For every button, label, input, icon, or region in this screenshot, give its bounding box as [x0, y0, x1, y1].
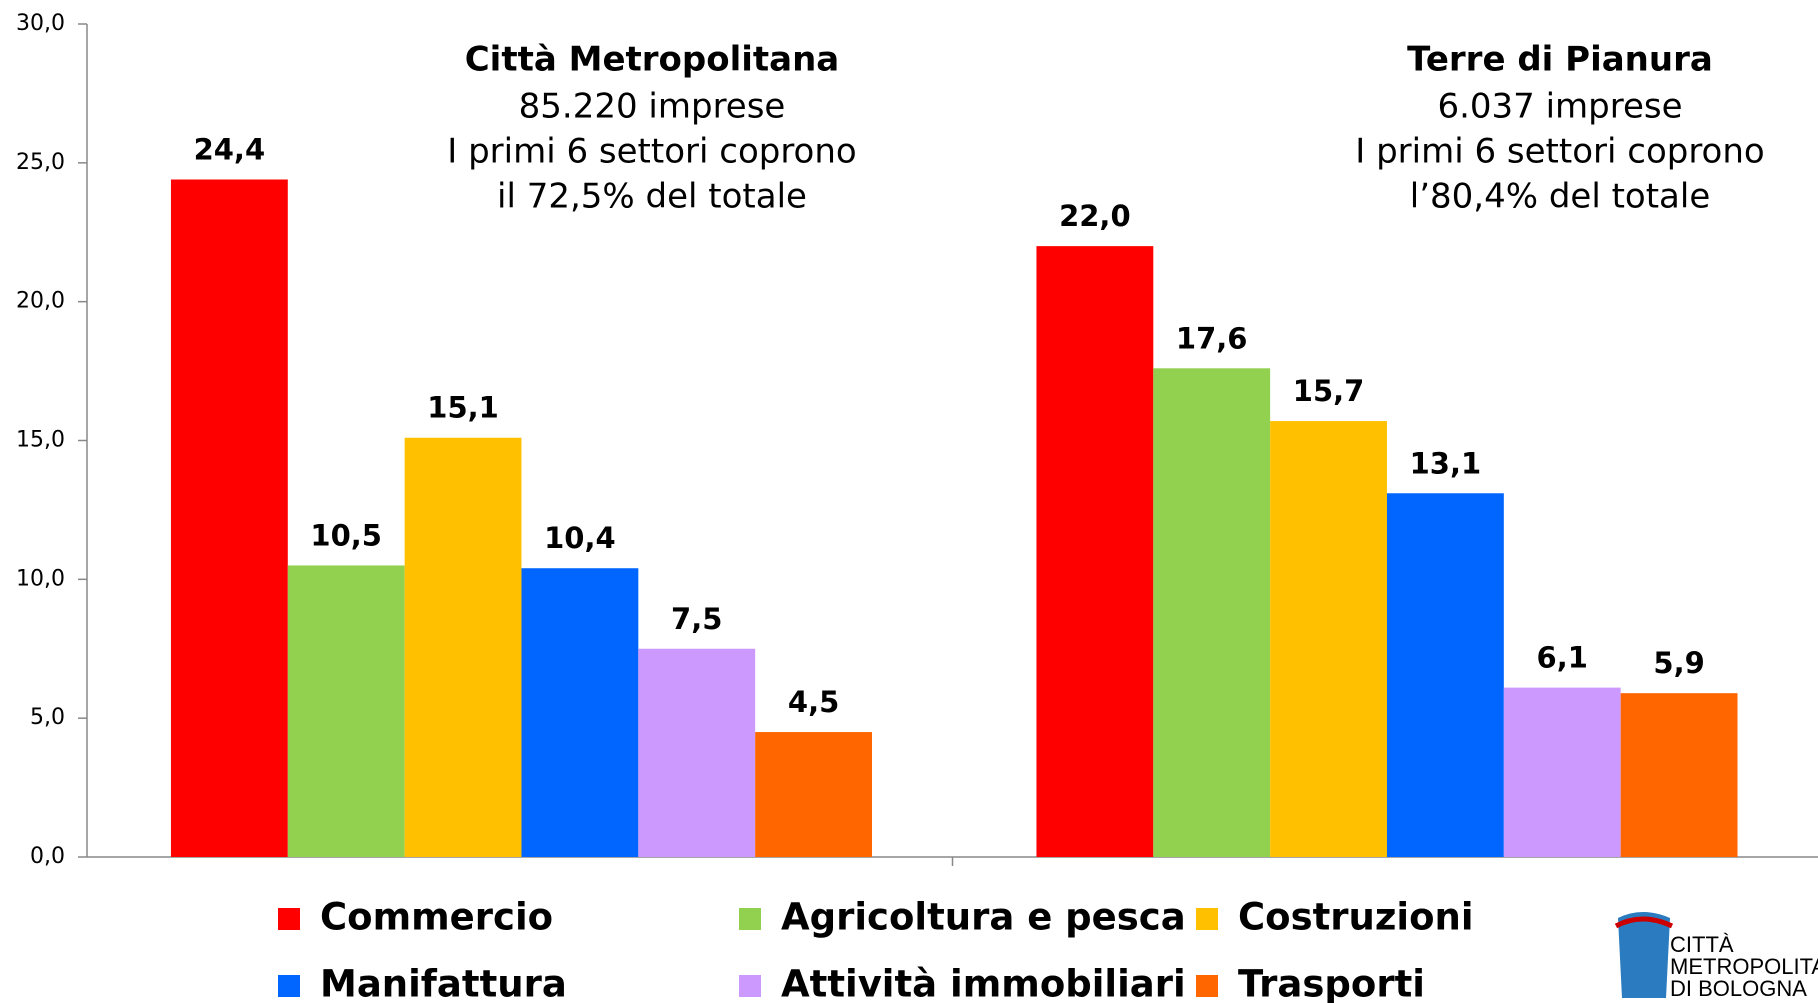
- legend-swatch: [278, 975, 300, 997]
- bar: [1503, 687, 1621, 857]
- y-tick-label: 10,0: [16, 566, 65, 591]
- bar: [404, 437, 522, 857]
- value-label: 7,5: [671, 602, 722, 636]
- group-note: il 72,5% del totale: [497, 177, 807, 217]
- y-tick-label: 20,0: [16, 289, 65, 314]
- y-tick-label: 25,0: [16, 150, 65, 175]
- legend-label: Agricoltura e pesca: [781, 896, 1186, 939]
- value-label: 22,0: [1059, 199, 1131, 233]
- legend-swatch: [739, 975, 761, 997]
- bar: [521, 568, 639, 857]
- bar: [1153, 368, 1271, 857]
- bar: [1036, 246, 1154, 858]
- group-title: Terre di Pianura: [1407, 40, 1713, 80]
- legend-label: Manifattura: [320, 963, 567, 1003]
- bar: [638, 648, 756, 857]
- bar: [170, 179, 288, 857]
- legend-label: Attività immobiliari: [781, 963, 1186, 1003]
- bar: [755, 732, 873, 857]
- legend-label: Commercio: [320, 896, 553, 939]
- bar: [1620, 693, 1738, 857]
- value-label: 4,5: [788, 685, 839, 719]
- value-label: 13,1: [1410, 446, 1482, 480]
- bar: [287, 565, 405, 857]
- legend-label: Costruzioni: [1238, 896, 1474, 939]
- group-note: I primi 6 settori coprono: [447, 132, 856, 172]
- y-tick-label: 0,0: [30, 844, 65, 869]
- value-label: 5,9: [1653, 646, 1704, 680]
- group-note: I primi 6 settori coprono: [1355, 132, 1764, 172]
- group-note: 6.037 imprese: [1437, 87, 1682, 127]
- value-label: 10,4: [544, 521, 616, 555]
- y-tick-label: 15,0: [16, 428, 65, 453]
- logo-text: METROPOLITANA: [1670, 954, 1818, 979]
- value-label: 17,6: [1176, 321, 1248, 355]
- value-label: 15,1: [427, 391, 499, 425]
- value-label: 24,4: [194, 132, 266, 166]
- value-label: 10,5: [310, 518, 382, 552]
- legend-label: Trasporti: [1238, 963, 1425, 1003]
- bar: [1386, 493, 1504, 857]
- group-note: 85.220 imprese: [519, 87, 786, 127]
- legend-swatch: [1196, 975, 1218, 997]
- logo-text: DI BOLOGNA: [1670, 976, 1807, 1001]
- value-label: 6,1: [1537, 641, 1588, 675]
- logo-emblem: [1614, 912, 1674, 998]
- value-label: 15,7: [1293, 374, 1365, 408]
- legend-swatch: [278, 908, 300, 930]
- group-note: l’80,4% del totale: [1410, 177, 1711, 217]
- legend-swatch: [739, 908, 761, 930]
- group-title: Città Metropolitana: [465, 40, 840, 80]
- logo-text: CITTÀ: [1670, 932, 1734, 957]
- y-tick-label: 30,0: [16, 11, 65, 36]
- bar: [1270, 421, 1387, 857]
- legend-swatch: [1196, 908, 1218, 930]
- y-tick-label: 5,0: [30, 705, 65, 730]
